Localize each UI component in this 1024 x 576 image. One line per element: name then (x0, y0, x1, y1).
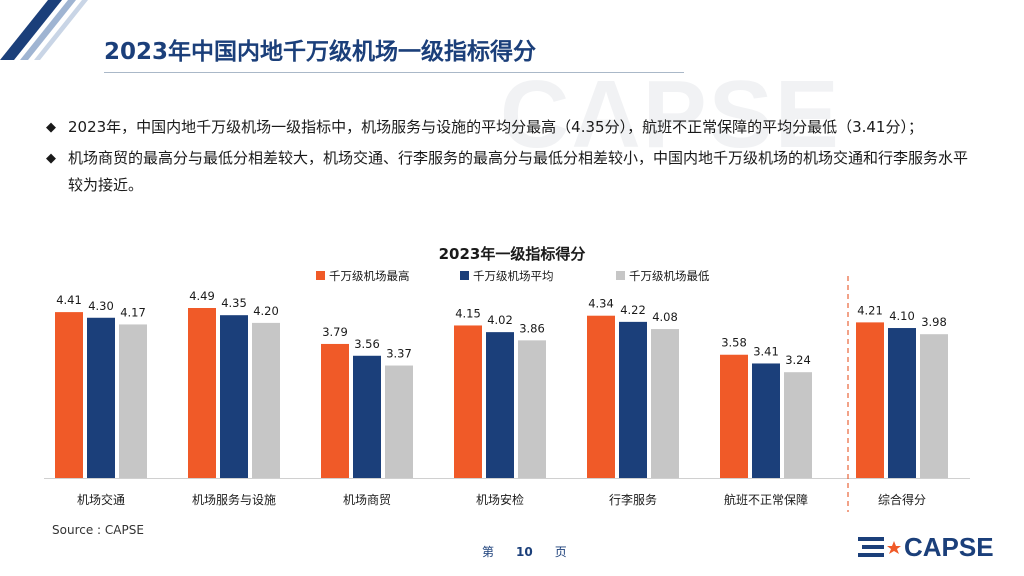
bar (321, 343, 349, 478)
corner-stripes-decoration (0, 0, 88, 60)
bar (385, 365, 413, 478)
title-divider (104, 72, 684, 73)
legend-label: 千万级机场最高 (329, 269, 410, 283)
legend-swatch (316, 271, 325, 280)
logo-text: CAPSE (904, 532, 994, 562)
x-tick-label: 航班不正常保障 (724, 492, 808, 507)
watermark: CAPSE (500, 61, 841, 168)
x-tick-label: 机场商贸 (343, 492, 391, 507)
data-label: 3.24 (785, 353, 811, 367)
bar (619, 321, 647, 478)
data-label: 3.37 (386, 347, 412, 361)
bar (353, 355, 381, 478)
diamond-bullet-icon: ◆ (46, 151, 56, 166)
data-label: 4.20 (253, 304, 279, 318)
bar (888, 328, 916, 478)
bar (856, 322, 884, 478)
legend-label: 千万级机场平均 (473, 269, 554, 283)
bar (220, 315, 248, 478)
data-label: 4.17 (120, 305, 146, 319)
bullet-item: ◆ 机场商贸的最高分与最低分相差较大，机场交通、行李服务的最高分与最低分相差较小… (46, 145, 976, 199)
diamond-bullet-icon: ◆ (46, 120, 56, 135)
bar (55, 312, 83, 478)
x-tick-label: 综合得分 (878, 492, 926, 507)
data-label: 4.41 (56, 293, 82, 307)
bar (87, 317, 115, 478)
data-label: 4.08 (652, 310, 678, 324)
x-tick-label: 机场交通 (77, 492, 125, 507)
bar (518, 340, 546, 478)
data-label: 4.30 (88, 299, 114, 313)
page-indicator: 第 10 页 (482, 543, 567, 560)
bullet-text: 机场商贸的最高分与最低分相差较大，机场交通、行李服务的最高分与最低分相差较小，中… (68, 149, 969, 194)
bar (119, 324, 147, 478)
bar (752, 363, 780, 478)
legend-swatch (616, 271, 625, 280)
bar (920, 334, 948, 478)
bullet-item: ◆ 2023年，中国内地千万级机场一级指标中，机场服务与设施的平均分最高（4.3… (46, 114, 976, 141)
bullet-list: ◆ 2023年，中国内地千万级机场一级指标中，机场服务与设施的平均分最高（4.3… (46, 114, 976, 203)
x-tick-label: 机场安检 (476, 492, 524, 507)
data-label: 4.02 (487, 313, 513, 327)
legend-label: 千万级机场最低 (629, 269, 710, 283)
data-label: 4.49 (189, 289, 215, 303)
bar (454, 325, 482, 478)
bar (784, 372, 812, 478)
data-label: 4.22 (620, 303, 646, 317)
data-label: 4.35 (221, 296, 247, 310)
bullet-text: 2023年，中国内地千万级机场一级指标中，机场服务与设施的平均分最高（4.35分… (68, 118, 923, 136)
data-label: 4.21 (857, 303, 883, 317)
page-suffix: 页 (554, 545, 567, 559)
data-label: 3.41 (753, 344, 779, 358)
x-tick-label: 行李服务 (609, 492, 657, 507)
page-number: 10 (516, 545, 533, 559)
data-label: 3.86 (519, 321, 545, 335)
capse-logo-icon (858, 537, 901, 557)
data-label: 3.56 (354, 337, 380, 351)
data-label: 4.34 (588, 297, 614, 311)
data-label: 4.10 (889, 309, 915, 323)
data-label: 4.15 (455, 306, 481, 320)
data-label: 3.58 (721, 336, 747, 350)
data-label: 3.79 (322, 325, 348, 339)
page-prefix: 第 (482, 545, 495, 559)
bar (587, 315, 615, 478)
x-tick-label: 机场服务与设施 (192, 492, 276, 507)
data-label: 3.98 (921, 315, 947, 329)
source-note: Source : CAPSE (52, 523, 144, 537)
bar (720, 354, 748, 478)
bar (188, 308, 216, 478)
bar (651, 329, 679, 478)
page-title: 2023年中国内地千万级机场一级指标得分 (104, 39, 537, 65)
bar (252, 322, 280, 478)
chart-title: 2023年一级指标得分 (439, 245, 586, 263)
legend-swatch (460, 271, 469, 280)
bar (486, 332, 514, 478)
